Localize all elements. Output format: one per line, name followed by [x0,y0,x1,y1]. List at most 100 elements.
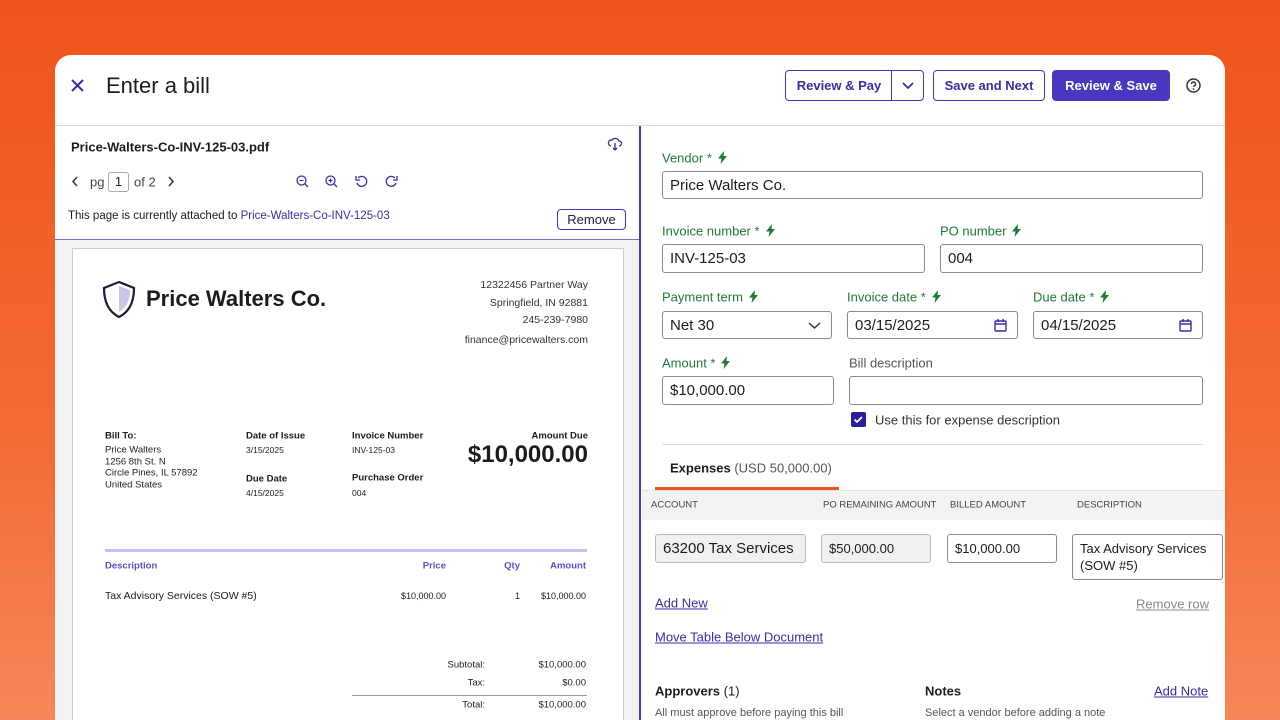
attached-link[interactable]: Price-Walters-Co-INV-125-03 [240,210,390,222]
download-icon[interactable] [607,137,623,151]
zoom-in[interactable] [325,175,338,188]
field-input[interactable]: $10,000.00 [662,376,834,405]
review-save-button[interactable]: Review & Save [1052,70,1170,101]
invoice-cell: 1 [514,591,520,601]
due-date-label: Due Date [246,473,288,485]
total-label: Total: [462,699,485,711]
expense-col-header: DESCRIPTION [1077,499,1142,511]
total-value: $10,000.00 [538,699,586,711]
prev-page[interactable] [71,176,79,187]
field-label: Bill description [849,355,933,371]
chevron-icon[interactable] [808,319,821,332]
field-label: PO number [940,223,1007,239]
bill-to-line: Price Walters [105,444,162,456]
calendar-icon[interactable] [1179,319,1192,332]
close-icon[interactable] [71,79,84,92]
invoice-page [72,248,624,720]
expense-col-header: PO REMAINING AMOUNT [823,499,937,511]
invoice-col-header: Price [422,560,446,572]
review-pay-button[interactable]: Review & Pay [785,70,893,101]
address-line: Springfield, IN 92881 [489,297,588,309]
expense-cell[interactable]: Tax Advisory Services (SOW #5) [1072,534,1223,580]
amount-due-label: Amount Due [531,430,588,442]
invoice-cell: $10,000.00 [540,591,586,601]
invoice-col-header: Qty [504,560,520,572]
table-rule [105,549,587,552]
field-label: Payment term [662,289,743,305]
field-label: Vendor * [662,150,712,166]
autofill-icon [1100,290,1110,303]
field-input[interactable]: 004 [940,244,1203,273]
bill-to-label: Bill To: [105,430,137,442]
page-of: of 2 [134,174,156,190]
remove-row[interactable]: Remove row [1136,596,1209,612]
bill-to-line: United States [105,479,163,491]
total-rule [352,695,587,696]
header-divider [55,125,1225,126]
doc-divider [55,239,639,240]
checkbox-label: Use this for expense description [875,412,1060,428]
expense-cell[interactable]: $50,000.00 [821,534,931,563]
rotate-right[interactable] [385,175,398,188]
rotate-left[interactable] [355,175,368,188]
total-label: Tax: [467,677,485,689]
zoom-out[interactable] [296,175,309,188]
autofill-icon [931,290,941,303]
due-date: 4/15/2025 [246,488,284,498]
field-label: Invoice number * [662,223,760,239]
dropdown-button[interactable] [891,70,924,101]
expense-col-header: ACCOUNT [651,499,698,511]
expense-cell[interactable]: $10,000.00 [947,534,1057,563]
title: Enter a bill [106,73,210,98]
field-input[interactable]: 03/15/2025 [847,311,1018,339]
date-of-issue-label: Date of Issue [246,430,306,442]
remove-button[interactable]: Remove [557,209,626,230]
tab-underline [655,487,839,490]
move-table[interactable]: Move Table Below Document [655,629,824,645]
page-number-input[interactable]: 1 [108,172,129,192]
add-new[interactable]: Add New [655,595,708,611]
save-next-button[interactable]: Save and Next [933,70,1045,101]
approvers-title: Approvers [655,683,721,699]
calendar-icon[interactable] [994,319,1007,332]
approvers-note: All must approve before paying this bill [655,707,844,719]
expenses-tab[interactable]: Expenses (USD 50,000.00) [670,461,832,476]
amount-due: $10,000.00 [467,441,588,468]
purchase-order: 004 [352,488,367,498]
purchase-order-label: Purchase Order [352,472,424,484]
company-name: Price Walters Co. [146,286,327,311]
checkbox[interactable] [851,412,866,427]
panel-divider [639,126,641,720]
autofill-icon [721,356,731,369]
tab-title: Expenses [670,460,731,476]
add-note[interactable]: Add Note [1154,683,1209,699]
field-input[interactable]: 04/15/2025 [1033,311,1203,339]
bill-to-line: 1256 8th St. N [105,456,166,468]
invoice-col-header: Description [105,560,158,572]
notes-title: Notes [925,683,962,699]
autofill-icon [717,151,727,164]
filename: Price-Walters-Co-INV-125-03.pdf [71,139,270,155]
field-label: Due date * [1033,289,1095,305]
autofill-icon [1012,224,1022,237]
total-value: $10,000.00 [538,659,586,671]
field-input[interactable]: Price Walters Co. [662,171,1203,199]
field-input[interactable]: INV-125-03 [662,244,925,273]
tab-total: (USD 50,000.00) [734,460,832,476]
approvers: Approvers (1) [655,684,740,699]
next-page[interactable] [167,176,175,187]
autofill-icon [765,224,775,237]
field-input[interactable] [849,376,1203,405]
invoice-cell: Tax Advisory Services (SOW #5) [105,590,257,602]
expense-cell[interactable]: 63200 Tax Services [655,534,806,563]
expense-header [642,490,1225,520]
help-icon[interactable] [1186,78,1201,93]
notes-note: Select a vendor before adding a note [925,707,1106,719]
field-input[interactable]: Net 30 [662,311,832,339]
total-value: $0.00 [562,677,586,689]
page-label: pg [90,174,105,190]
invoice-number-label: Invoice Number [352,430,424,442]
invoice-number: INV-125-03 [352,445,395,455]
field-label: Amount * [662,355,716,371]
approvers-count: (1) [723,683,740,699]
